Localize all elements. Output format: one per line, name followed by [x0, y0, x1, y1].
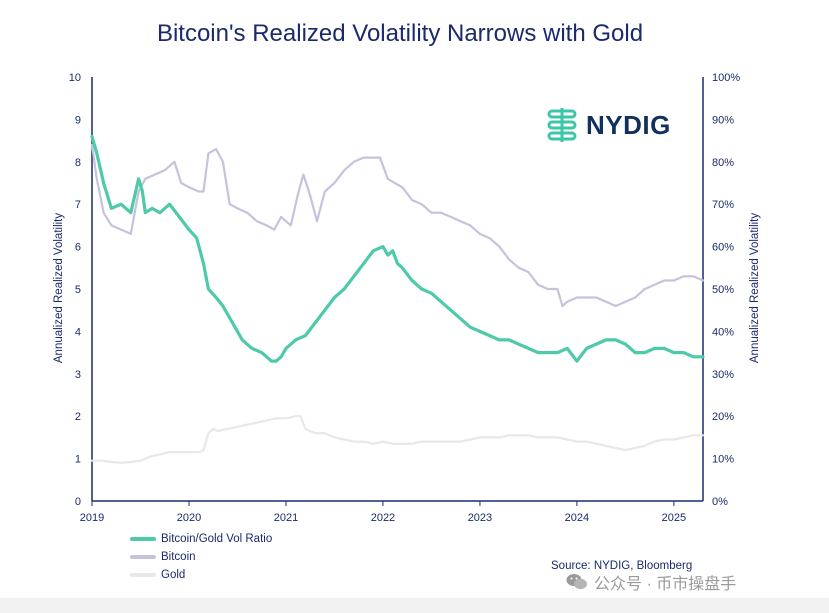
x-tick-label: 2023 [468, 512, 492, 524]
source-note: Source: NYDIG, Bloomberg [551, 560, 693, 572]
y-tick-label-right: 80% [712, 157, 734, 169]
series-line-bitcoin [90, 143, 705, 308]
y-tick-label-left: 10 [69, 72, 81, 84]
bottom-bar [0, 598, 829, 613]
watermark: 公众号 · 币市操盘手 [566, 570, 736, 594]
y-tick-label-left: 2 [75, 411, 81, 423]
y-tick-label-right: 20% [712, 411, 734, 423]
x-tick-label: 2025 [662, 512, 686, 524]
y-tick-label-left: 6 [75, 242, 81, 254]
y-tick-label-right: 10% [712, 454, 734, 466]
y-tick-label-right: 70% [712, 199, 734, 211]
y-tick-label-right: 30% [712, 369, 734, 381]
y-tick-label-left: 9 [75, 114, 81, 126]
y-tick-label-right: 50% [712, 284, 734, 296]
legend-item-ratio: Bitcoin/Gold Vol Ratio [130, 530, 272, 548]
legend-item-gold: Gold [130, 566, 272, 584]
series-line-bitcoin-gold-vol-ratio [90, 134, 705, 363]
y-tick-label-right: 60% [712, 242, 734, 254]
legend-label: Bitcoin [161, 551, 196, 563]
y-tick-label-left: 5 [75, 284, 81, 296]
y-tick-label-left: 0 [75, 496, 81, 508]
y-tick-label-left: 1 [75, 454, 81, 466]
x-tick-label: 2024 [565, 512, 589, 524]
watermark-text: 公众号 · 币市操盘手 [594, 576, 737, 593]
legend-swatch [130, 555, 156, 559]
chart-axes: 0123456789100%10%20%30%40%50%60%70%80%90… [69, 72, 741, 524]
legend-item-bitcoin: Bitcoin [130, 548, 272, 566]
chart-legend: Bitcoin/Gold Vol Ratio Bitcoin Gold [130, 530, 272, 584]
y-tick-label-left: 4 [75, 326, 81, 338]
legend-label: Gold [161, 569, 186, 581]
x-tick-label: 2019 [80, 512, 104, 524]
y-tick-label-left: 8 [75, 157, 81, 169]
nydig-logo-text: NYDIG [586, 109, 671, 140]
series-line-gold [90, 415, 705, 464]
y-axis-label-left: Annualized Realized Volatility [53, 213, 65, 363]
chart-lines [90, 134, 705, 464]
wechat-icon [566, 574, 587, 590]
x-tick-label: 2022 [371, 512, 395, 524]
nydig-logo: NYDIG [546, 108, 671, 142]
x-tick-label: 2021 [274, 512, 298, 524]
y-axis-label-right: Annualized Realized Volatility [749, 213, 761, 363]
chart-title: Bitcoin's Realized Volatility Narrows wi… [156, 20, 644, 47]
y-tick-label-right: 40% [712, 326, 734, 338]
y-tick-label-left: 7 [75, 199, 81, 211]
y-tick-label-right: 0% [712, 496, 728, 508]
nydig-logo-icon [547, 108, 577, 142]
y-tick-label-left: 3 [75, 369, 81, 381]
legend-swatch [130, 573, 156, 577]
x-tick-label: 2020 [177, 512, 201, 524]
legend-label: Bitcoin/Gold Vol Ratio [161, 533, 273, 545]
y-tick-label-right: 90% [712, 114, 734, 126]
legend-swatch [130, 537, 156, 541]
y-tick-label-right: 100% [712, 72, 740, 84]
